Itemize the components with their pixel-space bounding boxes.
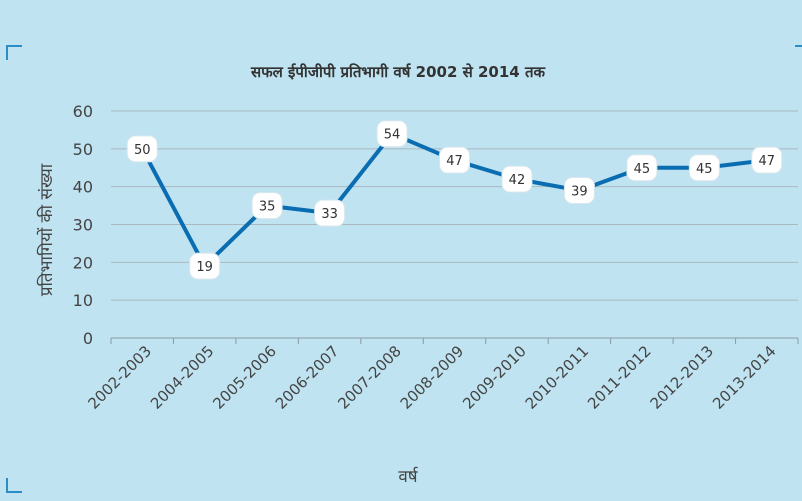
data-point-marker [189,252,221,280]
x-tick-label: 2008-2009 [397,342,468,413]
y-axis-label: प्रतिभागियों की संख्या [36,163,57,296]
data-label: 45 [688,154,720,182]
x-axis-ticks: 2002-20032004-20052005-20062006-20072007… [85,338,799,413]
data-label: 47 [439,146,470,174]
data-point-marker [688,154,720,182]
data-point-marker [563,176,595,204]
y-tick-label: 50 [73,140,93,159]
data-label-text: 54 [384,128,401,143]
data-point-marker [251,192,283,220]
data-label-text: 45 [634,162,651,177]
x-tick-label: 2013-2014 [709,342,780,413]
x-tick-label: 2004-2005 [147,342,218,413]
data-point-marker [439,146,470,174]
data-label-text: 45 [696,162,713,177]
data-point-marker [501,165,533,193]
data-label-text: 47 [758,154,775,169]
y-tick-label: 20 [73,253,93,272]
x-tick-label: 2005-2006 [209,342,280,413]
y-tick-label: 10 [73,291,93,310]
x-tick-label: 2002-2003 [85,342,156,413]
data-label-text: 47 [446,154,463,169]
data-label: 54 [376,120,408,148]
data-label: 42 [501,165,533,193]
data-label-text: 35 [259,200,276,215]
x-axis-label: वर्ष [398,466,418,487]
data-label-text: 39 [571,184,588,199]
data-label-text: 50 [134,143,151,158]
x-tick-label: 2007-2008 [334,342,405,413]
corner-bracket-bottom-left [6,478,22,493]
data-label: 39 [563,176,595,204]
chart-title: सफल ईपीजीपी प्रतिभागी वर्ष 2002 से 2014 … [250,63,547,81]
x-tick-label: 2010-2011 [522,342,593,413]
data-point-marker [626,154,658,182]
data-label: 35 [251,192,283,220]
grid-lines [111,110,798,339]
x-tick-label: 2012-2013 [647,342,718,413]
data-point-marker [751,146,783,174]
data-label: 50 [126,135,158,163]
x-tick-label: 2009-2010 [459,342,530,413]
data-label-text: 33 [321,207,338,222]
data-label: 33 [314,199,346,227]
data-label: 47 [751,146,783,174]
data-label-text: 42 [509,173,526,188]
y-axis-ticks: 0 10 20 30 40 50 60 [73,102,93,348]
x-tick-label: 2006-2007 [272,342,343,413]
x-tick-label: 2011-2012 [584,342,655,413]
data-label: 19 [189,252,221,280]
data-point-marker [314,199,346,227]
y-tick-label: 30 [73,216,93,235]
y-tick-label: 60 [73,102,93,121]
corner-bracket-top-left [6,45,22,60]
data-point-marker [376,120,408,148]
data-label: 45 [626,154,658,182]
y-tick-label: 0 [83,329,93,348]
data-point-marker [126,135,158,163]
y-tick-label: 40 [73,178,93,197]
data-label-text: 19 [196,260,213,275]
data-labels: 50 19 35 33 54 47 42 39 45 45 47 [126,120,783,280]
